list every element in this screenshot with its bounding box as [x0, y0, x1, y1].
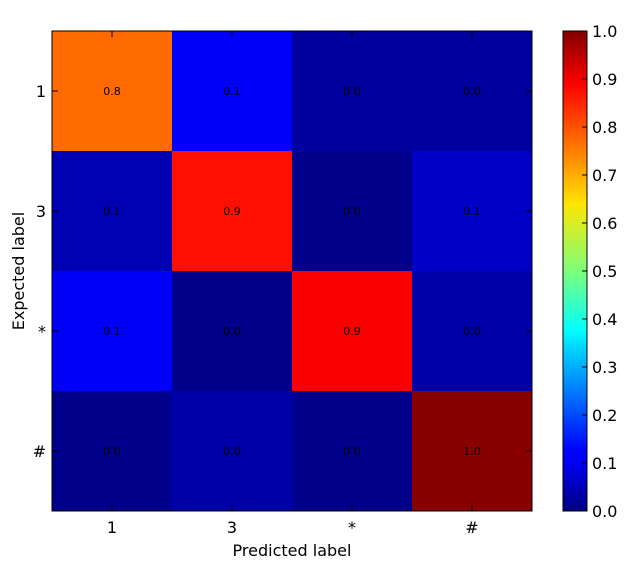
plot-frame: [51, 30, 533, 512]
colorbar-tick-label: 0.5: [592, 262, 617, 281]
cell-value-label: 0.1: [223, 85, 241, 98]
heatmap-cell-0-0: [52, 31, 172, 151]
heatmap-cell-3-1: [172, 391, 292, 511]
x-axis-label: Predicted label: [233, 541, 352, 560]
cell-value-label: 0.1: [103, 325, 121, 338]
colorbar-tick-label: 0.2: [592, 406, 617, 425]
cell-value-label: 0.9: [343, 325, 361, 338]
colorbar-tick-label: 0.8: [592, 118, 617, 137]
y-axis-label: Expected label: [9, 212, 28, 330]
colorbar-tick-label: 0.3: [592, 358, 617, 377]
cell-value-label: 0.0: [463, 85, 481, 98]
cell-value-labels: 0.8 0.1 0.0 0.0 0.1 0.9 0.0 0.1 0.1 0.0 0.9 0.0 0.0 0…: [103, 85, 481, 458]
heatmap-cell-0-1: [172, 31, 292, 151]
cell-value-label: 0.0: [343, 205, 361, 218]
heatmap-cell-2-0: [52, 271, 172, 391]
cell-value-label: 0.0: [103, 445, 121, 458]
cell-value-label: 1.0: [463, 445, 481, 458]
heatmap-cell-2-2: [292, 271, 412, 391]
cell-value-label: 0.0: [223, 325, 241, 338]
colorbar-tick-label: 0.6: [592, 214, 617, 233]
heatmap-cell-1-2: [292, 151, 412, 271]
y-tick-label: *: [38, 322, 46, 341]
colorbar-ticks: 0.0 0.1 0.2 0.3 0.4 0.5 0.6 0.7 0.8 0.9 1.0: [582, 22, 617, 521]
heatmap-cell-3-2: [292, 391, 412, 511]
colorbar-tick-label: 0.1: [592, 454, 617, 473]
x-tick-label: 1: [107, 518, 117, 537]
colorbar-tick-label: 1.0: [592, 22, 617, 41]
heatmap-cell-1-3: [412, 151, 532, 271]
heatmap-cell-3-0: [52, 391, 172, 511]
colorbar-tick-label: 0.0: [592, 502, 617, 521]
cell-value-label: 0.1: [463, 205, 481, 218]
colorbar-tick-label: 0.7: [592, 166, 617, 185]
cell-value-label: 0.8: [103, 85, 121, 98]
y-tick-label: 1: [36, 82, 46, 101]
x-tick-label: 3: [227, 518, 237, 537]
cell-value-label: 0.1: [103, 205, 121, 218]
y-tick-label: #: [33, 442, 46, 461]
heatmap-cell-1-0: [52, 151, 172, 271]
y-axis-ticks: 1 3 * #: [33, 82, 532, 461]
heatmap-cell-3-3: [412, 391, 532, 511]
cell-value-label: 0.0: [223, 445, 241, 458]
colorbar-tick-label: 0.9: [592, 70, 617, 89]
x-tick-label: #: [465, 518, 478, 537]
colorbar: [562, 30, 588, 512]
heatmap-cell-2-3: [412, 271, 532, 391]
cell-value-label: 0.0: [343, 445, 361, 458]
colorbar-tick-label: 0.4: [592, 310, 617, 329]
x-tick-label: *: [348, 518, 356, 537]
cell-value-label: 0.0: [343, 85, 361, 98]
heatmap-cells: [52, 31, 532, 511]
y-tick-label: 3: [36, 202, 46, 221]
heatmap-cell-1-1: [172, 151, 292, 271]
heatmap-cell-2-1: [172, 271, 292, 391]
x-axis-ticks: 1 3 * #: [107, 31, 479, 537]
cell-value-label: 0.9: [223, 205, 241, 218]
heatmap-cell-0-3: [412, 31, 532, 151]
heatmap-cell-0-2: [292, 31, 412, 151]
cell-value-label: 0.0: [463, 325, 481, 338]
